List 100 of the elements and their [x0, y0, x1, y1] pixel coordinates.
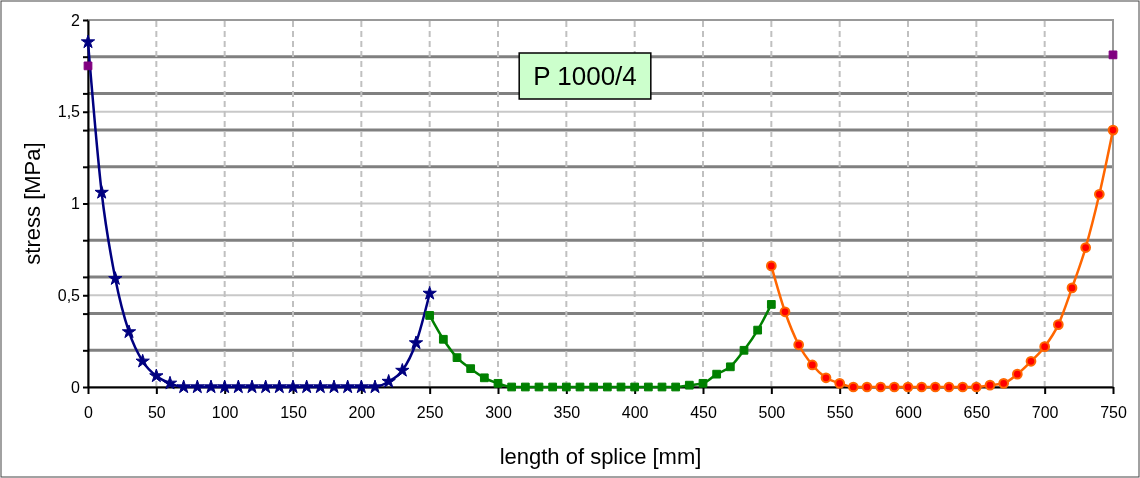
point	[1093, 188, 1105, 200]
point	[739, 345, 749, 355]
y-tick-label: 1	[71, 195, 81, 213]
point	[779, 306, 791, 318]
x-tick-label: 200	[348, 403, 376, 421]
point	[135, 353, 150, 368]
point	[272, 379, 287, 394]
point	[1052, 319, 1064, 330]
point	[834, 377, 846, 389]
x-tick-label: 100	[211, 403, 239, 421]
point	[957, 381, 969, 393]
point	[984, 379, 996, 391]
point	[94, 184, 109, 199]
point	[753, 325, 763, 335]
x-tick-label: 150	[280, 403, 307, 421]
point	[916, 381, 928, 393]
point	[121, 324, 137, 339]
point	[190, 379, 205, 394]
point	[875, 381, 887, 393]
point	[766, 300, 776, 309]
x-tick-label: 300	[485, 403, 512, 421]
y-tick-label: 0	[71, 378, 81, 396]
point	[602, 382, 612, 392]
x-tick-label: 400	[621, 403, 649, 421]
point	[299, 379, 314, 394]
point	[149, 368, 164, 383]
point	[258, 379, 273, 394]
point	[1108, 50, 1118, 60]
point	[340, 379, 355, 394]
point	[1107, 124, 1119, 136]
point	[861, 381, 873, 393]
point	[929, 381, 941, 393]
point	[847, 381, 859, 393]
point	[671, 382, 681, 392]
point	[698, 378, 708, 388]
point	[970, 381, 982, 393]
point	[575, 382, 585, 392]
point	[616, 382, 626, 392]
point	[561, 382, 571, 392]
text: P 1000/4	[533, 61, 637, 91]
point	[438, 334, 448, 344]
x-tick-label: 650	[963, 403, 991, 421]
y-axis-title: stress [MPa]	[20, 142, 45, 265]
point	[313, 379, 328, 394]
point	[684, 380, 694, 390]
point	[493, 378, 503, 388]
point	[998, 377, 1010, 389]
x-tick-label: 550	[826, 403, 854, 421]
x-tick-label: 500	[758, 403, 786, 421]
point	[285, 379, 301, 394]
point	[466, 364, 476, 374]
point	[507, 382, 517, 392]
x-tick-label: 250	[416, 403, 444, 421]
point	[1080, 242, 1092, 253]
point	[217, 379, 232, 394]
point	[820, 372, 832, 384]
x-tick-label: 700	[1031, 403, 1059, 421]
point	[902, 381, 914, 393]
point	[231, 379, 246, 394]
point	[548, 382, 558, 392]
point	[765, 260, 777, 272]
point	[244, 379, 260, 394]
point	[712, 369, 722, 379]
point	[643, 382, 653, 392]
point	[725, 362, 735, 372]
point	[354, 379, 369, 394]
x-tick-label: 450	[690, 403, 717, 421]
x-axis-title: length of splice [mm]	[499, 444, 702, 469]
point	[479, 373, 489, 383]
point	[176, 379, 191, 394]
x-tick-label: 600	[895, 403, 922, 421]
point	[943, 381, 955, 393]
point	[534, 382, 544, 392]
point	[1025, 355, 1037, 367]
y-tick-label: 0,5	[57, 286, 81, 304]
point	[1011, 368, 1023, 380]
x-tick-label: 50	[147, 403, 166, 421]
point	[1039, 341, 1051, 352]
point	[1066, 282, 1078, 294]
point	[367, 379, 383, 394]
point	[203, 379, 219, 394]
x-tick-label: 0	[84, 403, 94, 421]
y-tick-label: 1,5	[57, 103, 81, 121]
point	[381, 373, 396, 388]
point	[589, 382, 599, 392]
x-tick-label: 750	[1100, 403, 1127, 421]
point	[408, 335, 424, 350]
point	[108, 271, 123, 285]
point	[452, 353, 462, 363]
point	[162, 375, 178, 390]
point	[806, 359, 818, 371]
point	[657, 382, 667, 392]
point	[630, 382, 640, 392]
point	[425, 311, 435, 320]
point	[326, 379, 342, 394]
point	[80, 34, 96, 49]
point	[520, 382, 530, 392]
x-tick-label: 350	[553, 403, 581, 421]
point	[793, 339, 805, 351]
point	[422, 285, 437, 300]
